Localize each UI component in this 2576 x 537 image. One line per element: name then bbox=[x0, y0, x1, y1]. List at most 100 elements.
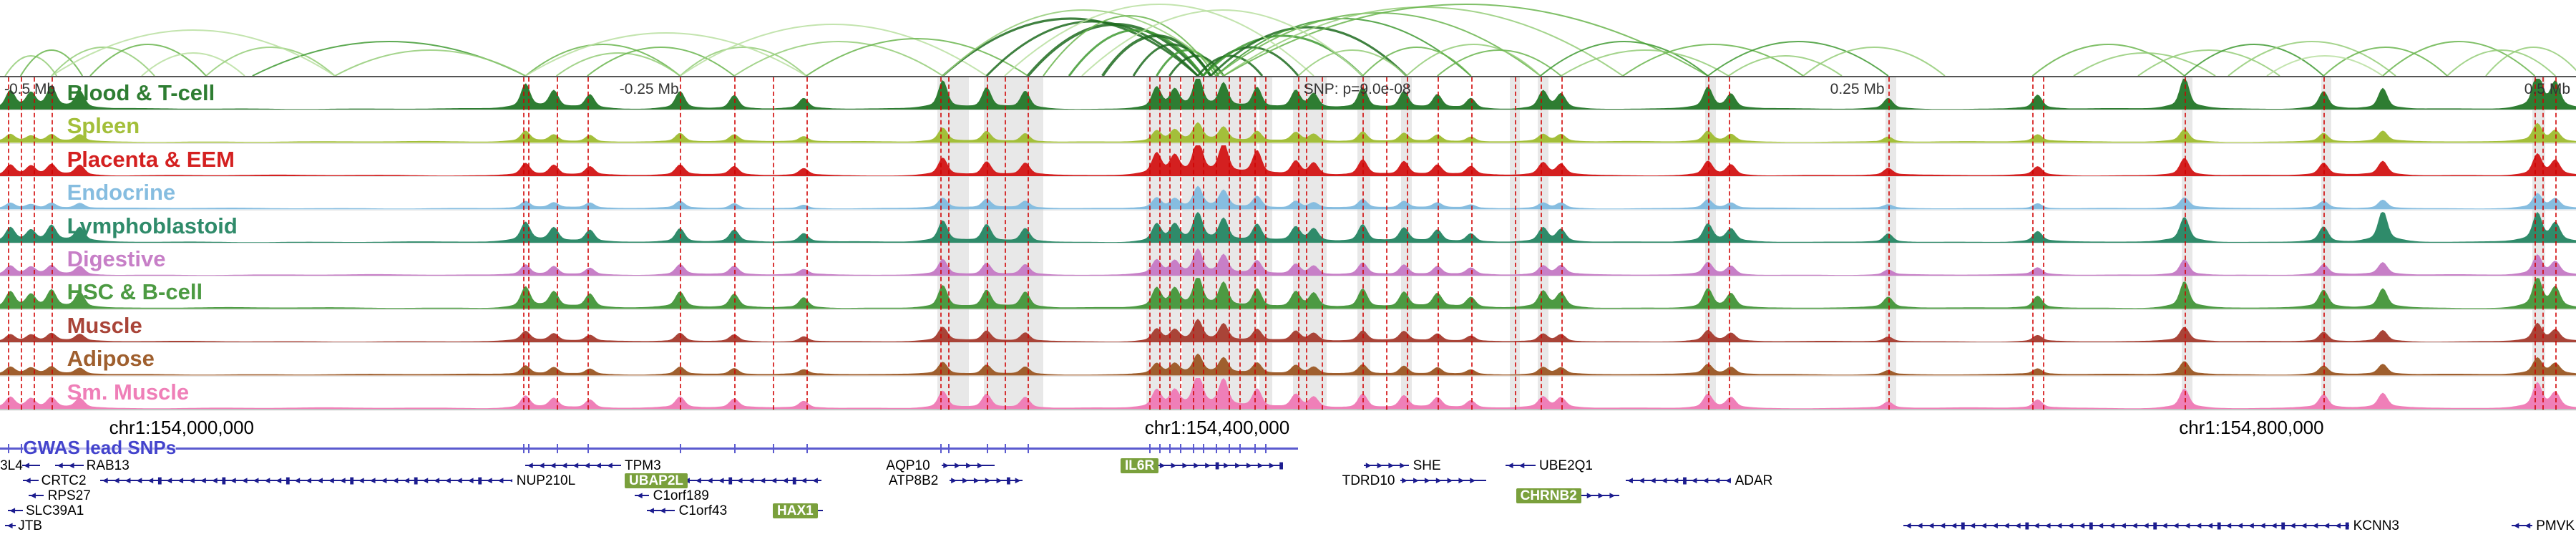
track-signal bbox=[0, 122, 2576, 143]
interaction-arc bbox=[1405, 44, 1541, 76]
gene-label-chrnb2[interactable]: CHRNB2 bbox=[1516, 488, 1581, 503]
gene-label-she[interactable]: SHE bbox=[1413, 458, 1441, 473]
gwas-snp-line bbox=[1298, 77, 1300, 410]
gwas-snp-line bbox=[1362, 77, 1365, 410]
gene-label-jtb[interactable]: JTB bbox=[18, 518, 42, 533]
gene-label-atp8b2[interactable]: ATP8B2 bbox=[889, 473, 939, 488]
gene-body-tpm3: ◄◄◄◄◄◄◄◄ bbox=[525, 459, 621, 472]
interaction-arc bbox=[1622, 44, 1804, 76]
gwas-snp-line bbox=[1470, 77, 1473, 410]
gwas-snp-line bbox=[1179, 77, 1181, 410]
highlight-band bbox=[1538, 77, 1548, 410]
track-signal bbox=[0, 145, 2576, 177]
gene-label-aqp10[interactable]: AQP10 bbox=[886, 458, 930, 473]
gene-label-rab13[interactable]: RAB13 bbox=[86, 458, 130, 473]
gwas-snp-line bbox=[1169, 77, 1171, 410]
track-spleen: Spleen bbox=[0, 110, 2576, 144]
gene-label-c1orf189[interactable]: C1orf189 bbox=[653, 488, 709, 503]
gene-body-rps27: ◄ bbox=[28, 489, 44, 502]
gene-body-c1orf43: ◄◄ bbox=[646, 504, 675, 517]
gwas-snp-line bbox=[1437, 77, 1439, 410]
gwas-snp-line bbox=[1306, 77, 1308, 410]
interaction-arc bbox=[334, 49, 526, 76]
interaction-arc bbox=[2382, 41, 2536, 76]
gwas-snp-line bbox=[1005, 77, 1006, 410]
gwas-snp-tick bbox=[734, 444, 736, 453]
track-hsc-b-cell: HSC & B-cell bbox=[0, 276, 2576, 310]
gwas-snp-line bbox=[33, 77, 35, 410]
track-label-blood-t-cell[interactable]: Blood & T-cell bbox=[67, 80, 215, 105]
track-sm-muscle: Sm. Muscle bbox=[0, 377, 2576, 410]
gene-label-tdrd10[interactable]: TDRD10 bbox=[1342, 473, 1395, 488]
track-label-sm-muscle[interactable]: Sm. Muscle bbox=[67, 379, 190, 405]
track-digestive: Digestive bbox=[0, 243, 2576, 277]
gwas-snp-tick bbox=[1254, 444, 1257, 453]
gene-body-pmvk: ◄◄ bbox=[2512, 519, 2532, 532]
gene-label-rps27[interactable]: RPS27 bbox=[47, 488, 91, 503]
interaction-arc bbox=[51, 47, 155, 76]
track-label-endocrine[interactable]: Endocrine bbox=[67, 180, 176, 205]
signal-tracks-panel: -0.5 Mb -0.25 Mb SNP: p=9.0e-08 0.25 Mb … bbox=[0, 76, 2576, 410]
interaction-arc bbox=[679, 24, 987, 76]
gwas-snp-tick bbox=[587, 444, 589, 453]
track-label-placenta-eem[interactable]: Placenta & EEM bbox=[67, 146, 235, 172]
track-label-hsc-b-cell[interactable]: HSC & B-cell bbox=[67, 279, 203, 305]
gwas-snp-tick bbox=[1229, 444, 1231, 453]
track-blood-t-cell: Blood & T-cell bbox=[0, 77, 2576, 111]
gene-label-adar[interactable]: ADAR bbox=[1735, 473, 1773, 488]
gwas-snp-line bbox=[2032, 77, 2034, 410]
gene-label-ubap2l[interactable]: UBAP2L bbox=[625, 473, 688, 488]
gwas-snp-line bbox=[1159, 77, 1161, 410]
interaction-arc bbox=[525, 44, 681, 76]
interaction-arc bbox=[2228, 41, 2396, 76]
track-label-spleen[interactable]: Spleen bbox=[67, 113, 140, 139]
gene-label-ube2q1[interactable]: UBE2Q1 bbox=[1539, 458, 1593, 473]
interaction-arc bbox=[2031, 44, 2185, 76]
coordinate-labels-row: chr1:154,000,000 chr1:154,400,000 chr1:1… bbox=[0, 417, 2576, 438]
interaction-arc bbox=[942, 9, 1224, 76]
track-adipose: Adipose bbox=[0, 343, 2576, 377]
interaction-arc bbox=[2266, 55, 2384, 76]
gwas-snp-tick bbox=[1148, 444, 1151, 453]
gwas-snp-tick bbox=[1005, 444, 1006, 453]
track-label-adipose[interactable]: Adipose bbox=[67, 346, 155, 372]
interaction-arc bbox=[1132, 43, 1212, 76]
gene-label-c1orf43[interactable]: C1orf43 bbox=[678, 503, 728, 518]
interaction-arc bbox=[1728, 55, 1843, 76]
track-label-digestive[interactable]: Digestive bbox=[67, 246, 166, 271]
gene-label-tpm3[interactable]: TPM3 bbox=[625, 458, 661, 473]
interaction-arc bbox=[1223, 4, 1709, 76]
interaction-arc bbox=[1437, 49, 1562, 76]
interaction-arc bbox=[1297, 49, 1407, 76]
gene-body-il6r: ►►►►►▮►►►►►▮ bbox=[1158, 459, 1283, 472]
track-label-muscle[interactable]: Muscle bbox=[67, 312, 142, 338]
interaction-arc bbox=[1540, 41, 1709, 76]
gwas-snp-line bbox=[1540, 77, 1542, 410]
gene-label-kcnn3[interactable]: KCNN3 bbox=[2353, 518, 2399, 533]
interaction-arc bbox=[2485, 47, 2576, 76]
gwas-snp-line bbox=[2542, 77, 2545, 410]
gwas-snp-line bbox=[7, 77, 9, 410]
interaction-arc bbox=[19, 49, 84, 76]
gene-label-slc39a1[interactable]: SLC39A1 bbox=[26, 503, 84, 518]
gene-label-crtc2[interactable]: CRTC2 bbox=[41, 473, 87, 488]
gene-label-il6r[interactable]: IL6R bbox=[1121, 458, 1159, 473]
gwas-lead-snps-track: GWAS lead SNPs bbox=[0, 437, 2576, 459]
gene-body-jtb: ◄ bbox=[5, 519, 16, 532]
gwas-snp-line bbox=[1203, 77, 1205, 410]
gwas-snp-line bbox=[20, 77, 22, 410]
interaction-arc bbox=[2184, 44, 2324, 76]
coordinate-label-mid: chr1:154,400,000 bbox=[1144, 417, 1290, 438]
gene-label-nup210l[interactable]: NUP210L bbox=[516, 473, 576, 488]
interaction-arc bbox=[1707, 41, 1889, 76]
scale-label-quarter-right: 0.25 Mb bbox=[1830, 81, 1885, 97]
track-lymphoblastoid: Lymphoblastoid bbox=[0, 211, 2576, 243]
gene-label-b3l4[interactable]: B3L4 bbox=[0, 458, 23, 473]
gwas-snp-line bbox=[947, 77, 950, 410]
gene-label-hax1[interactable]: HAX1 bbox=[773, 503, 818, 518]
track-label-lymphoblastoid[interactable]: Lymphoblastoid bbox=[67, 213, 238, 238]
gene-label-pmvk[interactable]: PMVK bbox=[2536, 518, 2575, 533]
gwas-snp-line bbox=[522, 77, 525, 410]
gwas-snp-tick bbox=[773, 444, 774, 453]
interaction-arc bbox=[4, 55, 58, 76]
